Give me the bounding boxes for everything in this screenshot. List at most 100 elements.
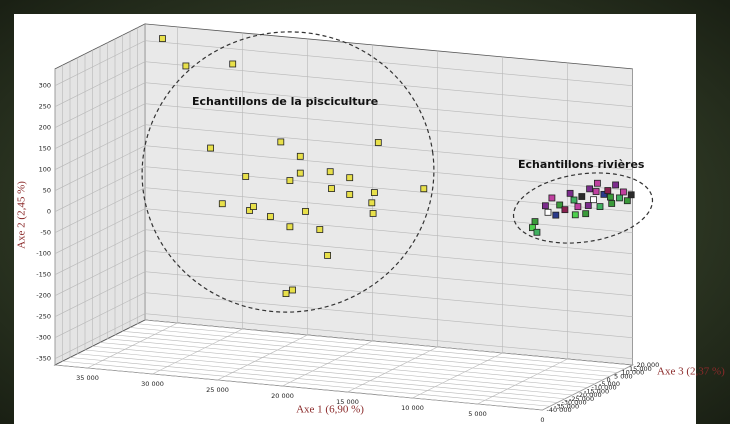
z-tick-label: -40 000 [547, 406, 572, 414]
point [584, 202, 592, 209]
y-tick-label: 100 [39, 166, 51, 174]
grid-line [122, 330, 611, 377]
point [616, 194, 623, 202]
x-tick-label: 10 000 [401, 404, 424, 412]
point [420, 185, 428, 193]
x-axis-title: Axe 1 (6,90 %) [296, 404, 364, 416]
point [608, 200, 616, 207]
point [159, 35, 166, 42]
grid-line [62, 360, 551, 407]
z-tick-label: -15 000 [584, 387, 609, 395]
z-tick-label: 15 000 [629, 365, 652, 373]
point [623, 197, 631, 205]
grid-line [84, 349, 573, 396]
grid-line [144, 187, 633, 233]
x-tick-label: 5 000 [468, 410, 487, 418]
point [594, 179, 601, 187]
grid-line [144, 271, 633, 317]
grid-line [144, 103, 633, 149]
point [571, 211, 579, 219]
grid-line [144, 166, 633, 212]
z-tick-label: -30 000 [562, 399, 587, 407]
z-tick-label: -20 000 [577, 391, 602, 399]
x-tick-label: 35 000 [76, 374, 99, 382]
point [566, 189, 574, 197]
z-tick-label: -25 000 [569, 395, 594, 403]
y-tick-label: -350 [36, 355, 51, 363]
z-tick-label: 20 000 [637, 361, 660, 369]
y-tick-label: 150 [39, 145, 51, 153]
x-tick-label: 25 000 [206, 386, 229, 394]
point [542, 202, 549, 210]
x-tick-label: 30 000 [141, 380, 164, 388]
point [533, 228, 541, 236]
y-tick-label: 200 [39, 124, 51, 132]
point [346, 174, 354, 182]
point [574, 203, 582, 211]
grid-line [92, 345, 581, 392]
x-tick-label: 20 000 [271, 392, 294, 400]
point [368, 199, 376, 207]
point [218, 200, 226, 208]
point [590, 196, 597, 204]
cluster-outline [141, 31, 435, 313]
y-tick-label: -300 [36, 334, 51, 342]
point [328, 185, 335, 193]
point [582, 210, 590, 218]
point [592, 188, 600, 195]
y-tick-label: 300 [39, 82, 51, 90]
point [561, 206, 569, 214]
point [242, 173, 250, 180]
y-tick-label: 50 [43, 187, 51, 195]
point [324, 252, 332, 259]
point [289, 286, 296, 294]
grid-line [137, 323, 626, 370]
plot-box [53, 23, 634, 411]
z-tick-label: -35 000 [554, 402, 579, 410]
grid-line [144, 61, 633, 107]
point [326, 168, 334, 176]
z-tick-label: 5 000 [614, 372, 633, 380]
cluster-outline [512, 172, 654, 244]
point [346, 191, 354, 198]
point [182, 62, 190, 70]
grid-line [144, 250, 633, 296]
z-tick-label: -10 000 [592, 384, 617, 392]
point [282, 290, 290, 298]
point [578, 193, 586, 200]
annotation: Echantillons de la pisciculture [192, 95, 378, 108]
point [229, 60, 237, 68]
point [207, 144, 215, 152]
z-axis-title: Axe 3 (2,37 %) [657, 366, 725, 378]
point [607, 193, 614, 201]
grid-line [144, 313, 633, 359]
y-tick-label: -100 [36, 250, 51, 258]
point [302, 207, 309, 215]
grid-line [144, 124, 633, 170]
point [600, 190, 608, 198]
point [544, 208, 552, 216]
x-tick-label: 15 000 [336, 398, 359, 406]
point [620, 188, 627, 196]
x-tick-label: 0 [540, 416, 544, 424]
y-axis-title: Axe 2 (2,45 %) [16, 181, 28, 249]
grid-line [99, 342, 588, 388]
point [370, 189, 378, 196]
y-tick-label: 250 [39, 103, 51, 111]
y-tick-label: -250 [36, 313, 51, 321]
z-tick-label: 0 [607, 376, 611, 384]
y-tick-label: -200 [36, 292, 51, 300]
point [286, 177, 294, 184]
point [548, 194, 556, 202]
grid-line [144, 82, 633, 128]
grid-line [77, 353, 566, 400]
point [246, 207, 254, 214]
grid-line [144, 319, 633, 366]
grid-line [107, 338, 596, 385]
point [586, 185, 593, 193]
point [250, 203, 257, 211]
point [316, 226, 324, 233]
grid-line [114, 334, 603, 381]
point [277, 138, 285, 146]
